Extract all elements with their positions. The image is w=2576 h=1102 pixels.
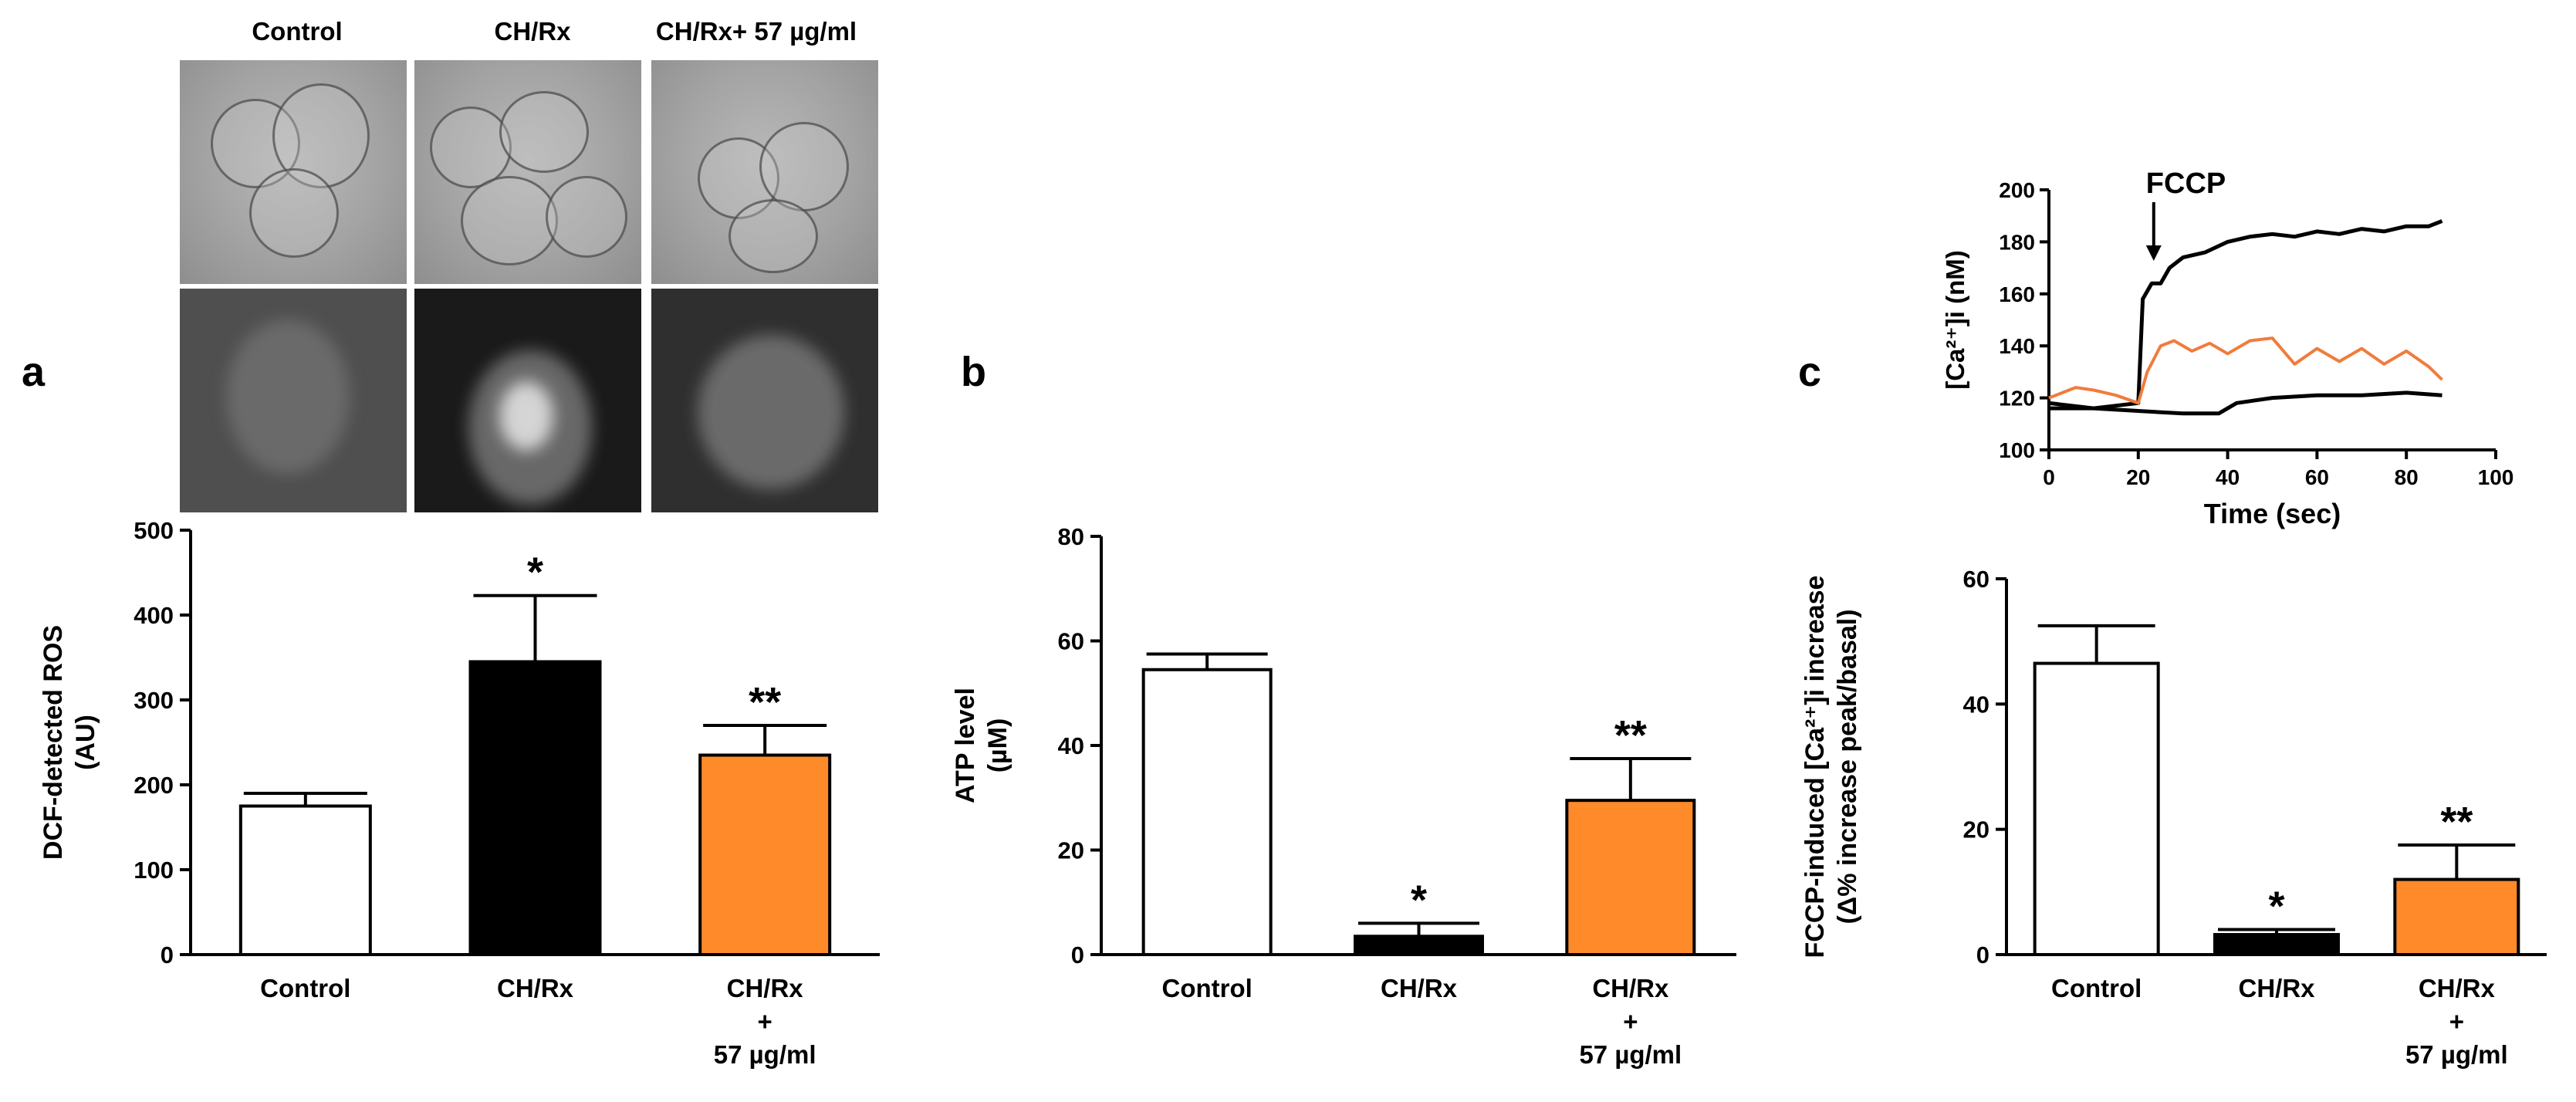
fluorescence-image-chrx-57: [651, 289, 878, 512]
y-axis-label: FCCP-induced [Ca²⁺]i increase: [1800, 576, 1830, 958]
x-tick-label: CH/Rx: [727, 974, 804, 1002]
x-tick-label: 40: [2216, 465, 2240, 489]
trace-series-2: [2049, 390, 2442, 416]
panel-letter-a: a: [22, 349, 46, 395]
x-tick-label: 0: [2043, 465, 2055, 489]
y-tick-label: 120: [1999, 387, 2035, 411]
panel-letter-c: c: [1798, 349, 1821, 395]
x-tick-label: +: [758, 1007, 772, 1036]
y-tick-label: 140: [1999, 334, 2035, 358]
y-axis-label: DCF-detected ROS: [39, 625, 68, 860]
x-tick-label: Control: [2051, 974, 2142, 1002]
fccp-annotation: FCCP: [2146, 167, 2226, 200]
y-tick-label: 40: [1963, 691, 1989, 718]
y-tick-label: 40: [1058, 732, 1084, 759]
y-tick-label: 100: [134, 857, 174, 884]
bar-2: [1565, 799, 1696, 956]
x-tick-label: 100: [2478, 465, 2514, 489]
x-axis-label: Time (sec): [2204, 498, 2341, 529]
significance-marker: *: [1411, 877, 1427, 923]
bar-1: [1354, 935, 1484, 956]
bar-0: [1141, 668, 1273, 956]
y-axis-label: [Ca²⁺]i (nM): [1941, 250, 1969, 390]
significance-marker: *: [527, 549, 543, 596]
brightfield-image-chrx: [414, 60, 641, 284]
x-tick-label: 57 µg/ml: [1579, 1040, 1682, 1069]
y-tick-label: 80: [1058, 523, 1084, 550]
y-tick-label: 200: [1999, 178, 2035, 202]
y-tick-label: 20: [1963, 816, 1989, 843]
y-tick-label: 0: [1976, 941, 1989, 968]
image-title-control: Control: [252, 17, 343, 46]
y-tick-label: 400: [134, 602, 174, 629]
y-tick-label: 60: [1058, 628, 1084, 655]
x-tick-label: CH/Rx: [1381, 974, 1458, 1002]
x-tick-label: 60: [2305, 465, 2329, 489]
atp-bar-chart: 0 20 40 60 80 ATP level (µM) Control * CH/Rx ** CH/…: [951, 523, 1736, 1069]
bar-0: [2033, 661, 2160, 956]
panel-letter-b: b: [961, 349, 986, 395]
fccp-bar-chart: 0 20 40 60 FCCP-induced [Ca²⁺]i increase (Δ% …: [1800, 566, 2547, 1069]
image-title-chrx: CH/Rx: [494, 17, 571, 46]
significance-marker: *: [2268, 884, 2284, 930]
x-tick-label: Control: [260, 974, 350, 1002]
fluorescence-image-control: [180, 289, 407, 512]
y-axis-label: (Δ% increase peak/basal): [1833, 609, 1862, 924]
fluorescence-image-chrx: [414, 289, 641, 512]
bar-2: [698, 753, 832, 956]
x-tick-label: +: [2449, 1007, 2464, 1036]
bar-1: [2213, 933, 2340, 956]
brightfield-image-chrx-57: [651, 60, 878, 284]
x-tick-label: CH/Rx: [2419, 974, 2496, 1002]
y-tick-label: 180: [1999, 230, 2035, 254]
x-tick-label: CH/Rx: [497, 974, 574, 1002]
x-tick-label: 57 µg/ml: [714, 1040, 816, 1069]
brightfield-image-control: [180, 60, 407, 284]
y-axis-label: (AU): [71, 715, 100, 770]
ros-bar-chart: 0 100 200 300 400 500 DCF-detected ROS (AU) Cont…: [39, 517, 880, 1069]
y-tick-label: 100: [1999, 438, 2035, 462]
significance-marker: **: [1614, 712, 1647, 759]
x-tick-label: 80: [2395, 465, 2419, 489]
y-axis-label: (µM): [983, 718, 1012, 773]
y-tick-label: 20: [1058, 837, 1084, 864]
bar-0: [238, 804, 372, 956]
y-tick-label: 200: [134, 772, 174, 799]
x-tick-label: Control: [1162, 974, 1253, 1002]
trace-series-1: [2048, 336, 2443, 405]
y-tick-label: 300: [134, 687, 174, 714]
bar-2: [2393, 877, 2520, 956]
y-tick-label: 60: [1963, 566, 1989, 593]
image-title-chrx-57: CH/Rx+ 57 µg/ml: [655, 17, 857, 46]
fccp-arrow-head: [2145, 245, 2162, 261]
y-tick-label: 160: [1999, 282, 2035, 306]
significance-marker: **: [749, 679, 781, 725]
x-tick-label: 20: [2126, 465, 2150, 489]
bar-1: [468, 660, 602, 956]
calcium-trace-chart: 100 120 140 160 180 200 0 20 40 60 80 100 Time (sec)…: [1941, 167, 2513, 529]
y-tick-label: 500: [134, 517, 174, 544]
x-tick-label: CH/Rx: [1592, 974, 1669, 1002]
significance-marker: **: [2440, 799, 2473, 845]
y-axis-label: ATP level: [951, 688, 980, 803]
y-tick-label: 0: [161, 941, 174, 968]
x-tick-label: CH/Rx: [2238, 974, 2315, 1002]
y-tick-label: 0: [1071, 941, 1084, 968]
trace-series-0: [2048, 219, 2443, 411]
x-tick-label: 57 µg/ml: [2405, 1040, 2508, 1069]
x-tick-label: +: [1623, 1007, 1638, 1036]
